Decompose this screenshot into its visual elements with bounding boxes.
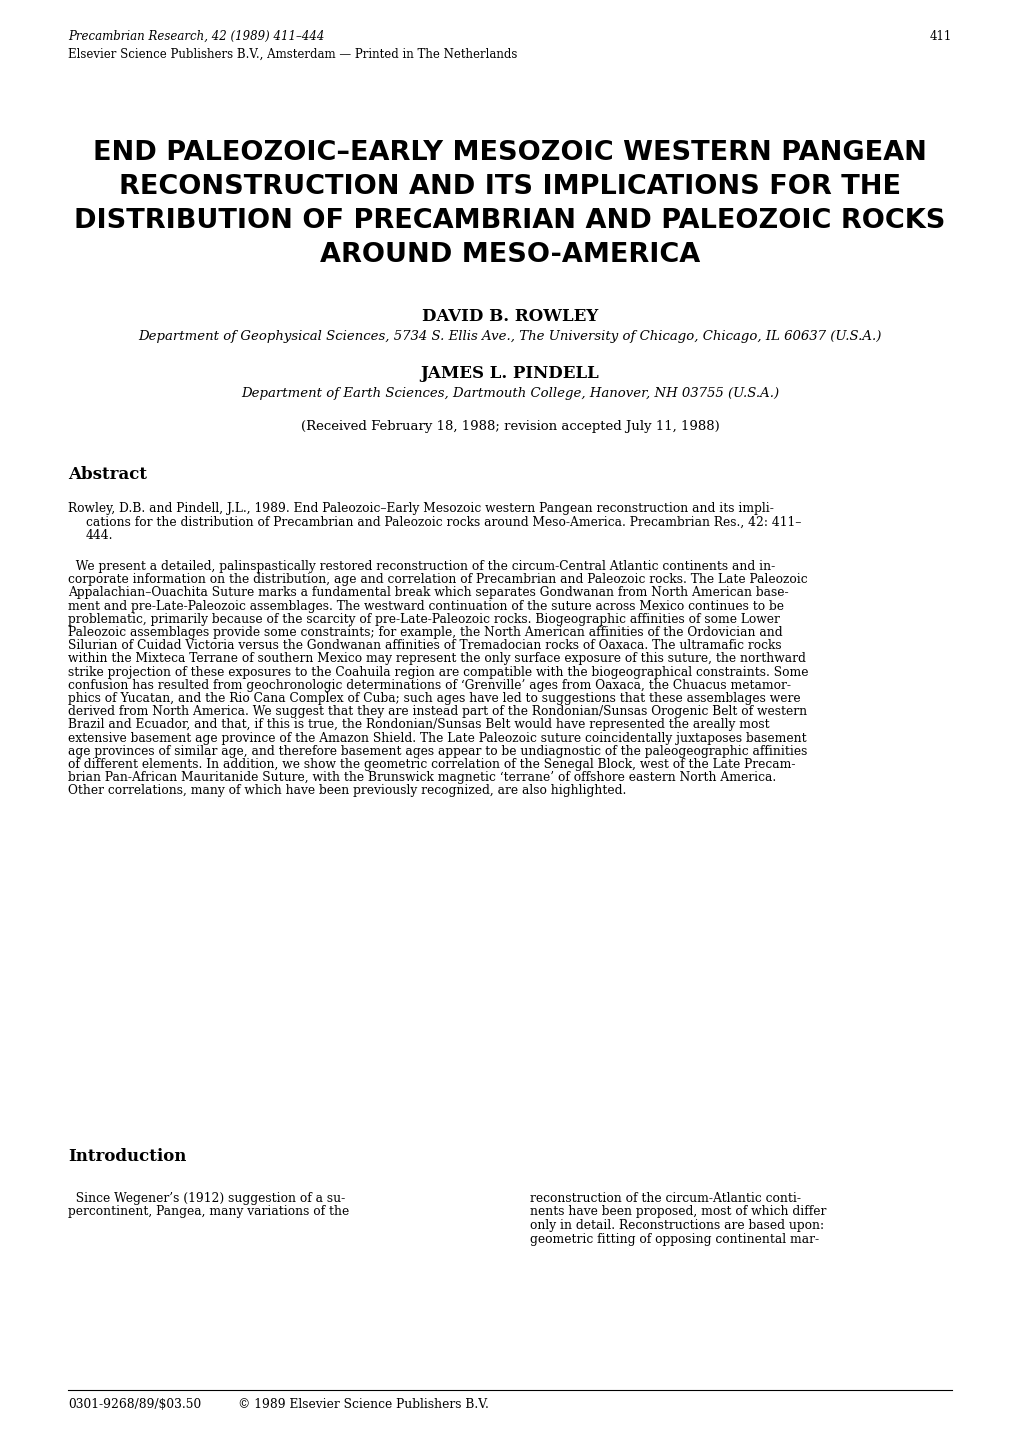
Text: Department of Earth Sciences, Dartmouth College, Hanover, NH 03755 (U.S.A.): Department of Earth Sciences, Dartmouth …: [240, 386, 779, 399]
Text: derived from North America. We suggest that they are instead part of the Rondoni: derived from North America. We suggest t…: [68, 705, 806, 718]
Text: cations for the distribution of Precambrian and Paleozoic rocks around Meso-Amer: cations for the distribution of Precambr…: [86, 515, 801, 529]
Text: 444.: 444.: [86, 529, 113, 542]
Text: Rowley, D.B. and Pindell, J.L., 1989. End Paleozoic–Early Mesozoic western Pange: Rowley, D.B. and Pindell, J.L., 1989. En…: [68, 502, 773, 515]
Text: 411: 411: [929, 30, 951, 43]
Text: reconstruction of the circum-Atlantic conti-: reconstruction of the circum-Atlantic co…: [530, 1193, 800, 1206]
Text: Introduction: Introduction: [68, 1148, 186, 1165]
Text: Appalachian–Ouachita Suture marks a fundamental break which separates Gondwanan : Appalachian–Ouachita Suture marks a fund…: [68, 587, 788, 600]
Text: Brazil and Ecuador, and that, if this is true, the Rondonian/Sunsas Belt would h: Brazil and Ecuador, and that, if this is…: [68, 718, 769, 731]
Text: phics of Yucatan, and the Rio Cana Complex of Cuba; such ages have led to sugges: phics of Yucatan, and the Rio Cana Compl…: [68, 692, 800, 705]
Text: Other correlations, many of which have been previously recognized, are also high: Other correlations, many of which have b…: [68, 784, 626, 797]
Text: strike projection of these exposures to the Coahuila region are compatible with : strike projection of these exposures to …: [68, 666, 808, 679]
Text: percontinent, Pangea, many variations of the: percontinent, Pangea, many variations of…: [68, 1206, 348, 1218]
Text: corporate information on the distribution, age and correlation of Precambrian an: corporate information on the distributio…: [68, 574, 807, 587]
Text: Silurian of Cuidad Victoria versus the Gondwanan affinities of Tremadocian rocks: Silurian of Cuidad Victoria versus the G…: [68, 639, 781, 652]
Text: Department of Geophysical Sciences, 5734 S. Ellis Ave., The University of Chicag: Department of Geophysical Sciences, 5734…: [139, 330, 880, 343]
Text: Precambrian Research, 42 (1989) 411–444: Precambrian Research, 42 (1989) 411–444: [68, 30, 324, 43]
Text: brian Pan-African Mauritanide Suture, with the Brunswick magnetic ‘terrane’ of o: brian Pan-African Mauritanide Suture, wi…: [68, 771, 775, 784]
Text: ment and pre-Late-Paleozoic assemblages. The westward continuation of the suture: ment and pre-Late-Paleozoic assemblages.…: [68, 600, 784, 613]
Text: Elsevier Science Publishers B.V., Amsterdam — Printed in The Netherlands: Elsevier Science Publishers B.V., Amster…: [68, 48, 517, 61]
Text: DISTRIBUTION OF PRECAMBRIAN AND PALEOZOIC ROCKS: DISTRIBUTION OF PRECAMBRIAN AND PALEOZOI…: [74, 208, 945, 234]
Text: © 1989 Elsevier Science Publishers B.V.: © 1989 Elsevier Science Publishers B.V.: [237, 1397, 488, 1412]
Text: END PALEOZOIC–EARLY MESOZOIC WESTERN PANGEAN: END PALEOZOIC–EARLY MESOZOIC WESTERN PAN…: [93, 140, 926, 166]
Text: (Received February 18, 1988; revision accepted July 11, 1988): (Received February 18, 1988; revision ac…: [301, 420, 718, 433]
Text: Since Wegener’s (1912) suggestion of a su-: Since Wegener’s (1912) suggestion of a s…: [68, 1193, 344, 1206]
Text: age provinces of similar age, and therefore basement ages appear to be undiagnos: age provinces of similar age, and theref…: [68, 746, 807, 758]
Text: nents have been proposed, most of which differ: nents have been proposed, most of which …: [530, 1206, 825, 1218]
Text: only in detail. Reconstructions are based upon:: only in detail. Reconstructions are base…: [530, 1218, 823, 1231]
Text: confusion has resulted from geochronologic determinations of ‘Grenville’ ages fr: confusion has resulted from geochronolog…: [68, 679, 790, 692]
Text: AROUND MESO-AMERICA: AROUND MESO-AMERICA: [320, 242, 699, 268]
Text: geometric fitting of opposing continental mar-: geometric fitting of opposing continenta…: [530, 1233, 818, 1246]
Text: We present a detailed, palinspastically restored reconstruction of the circum-Ce: We present a detailed, palinspastically …: [68, 559, 774, 572]
Text: within the Mixteca Terrane of southern Mexico may represent the only surface exp: within the Mixteca Terrane of southern M…: [68, 652, 805, 665]
Text: of different elements. In addition, we show the geometric correlation of the Sen: of different elements. In addition, we s…: [68, 758, 795, 771]
Text: JAMES L. PINDELL: JAMES L. PINDELL: [420, 365, 599, 382]
Text: extensive basement age province of the Amazon Shield. The Late Paleozoic suture : extensive basement age province of the A…: [68, 731, 806, 744]
Text: DAVID B. ROWLEY: DAVID B. ROWLEY: [422, 309, 597, 324]
Text: problematic, primarily because of the scarcity of pre-Late-Paleozoic rocks. Biog: problematic, primarily because of the sc…: [68, 613, 780, 626]
Text: RECONSTRUCTION AND ITS IMPLICATIONS FOR THE: RECONSTRUCTION AND ITS IMPLICATIONS FOR …: [119, 174, 900, 200]
Text: Paleozoic assemblages provide some constraints; for example, the North American : Paleozoic assemblages provide some const…: [68, 626, 782, 639]
Text: 0301-9268/89/$03.50: 0301-9268/89/$03.50: [68, 1397, 201, 1412]
Text: Abstract: Abstract: [68, 466, 147, 483]
